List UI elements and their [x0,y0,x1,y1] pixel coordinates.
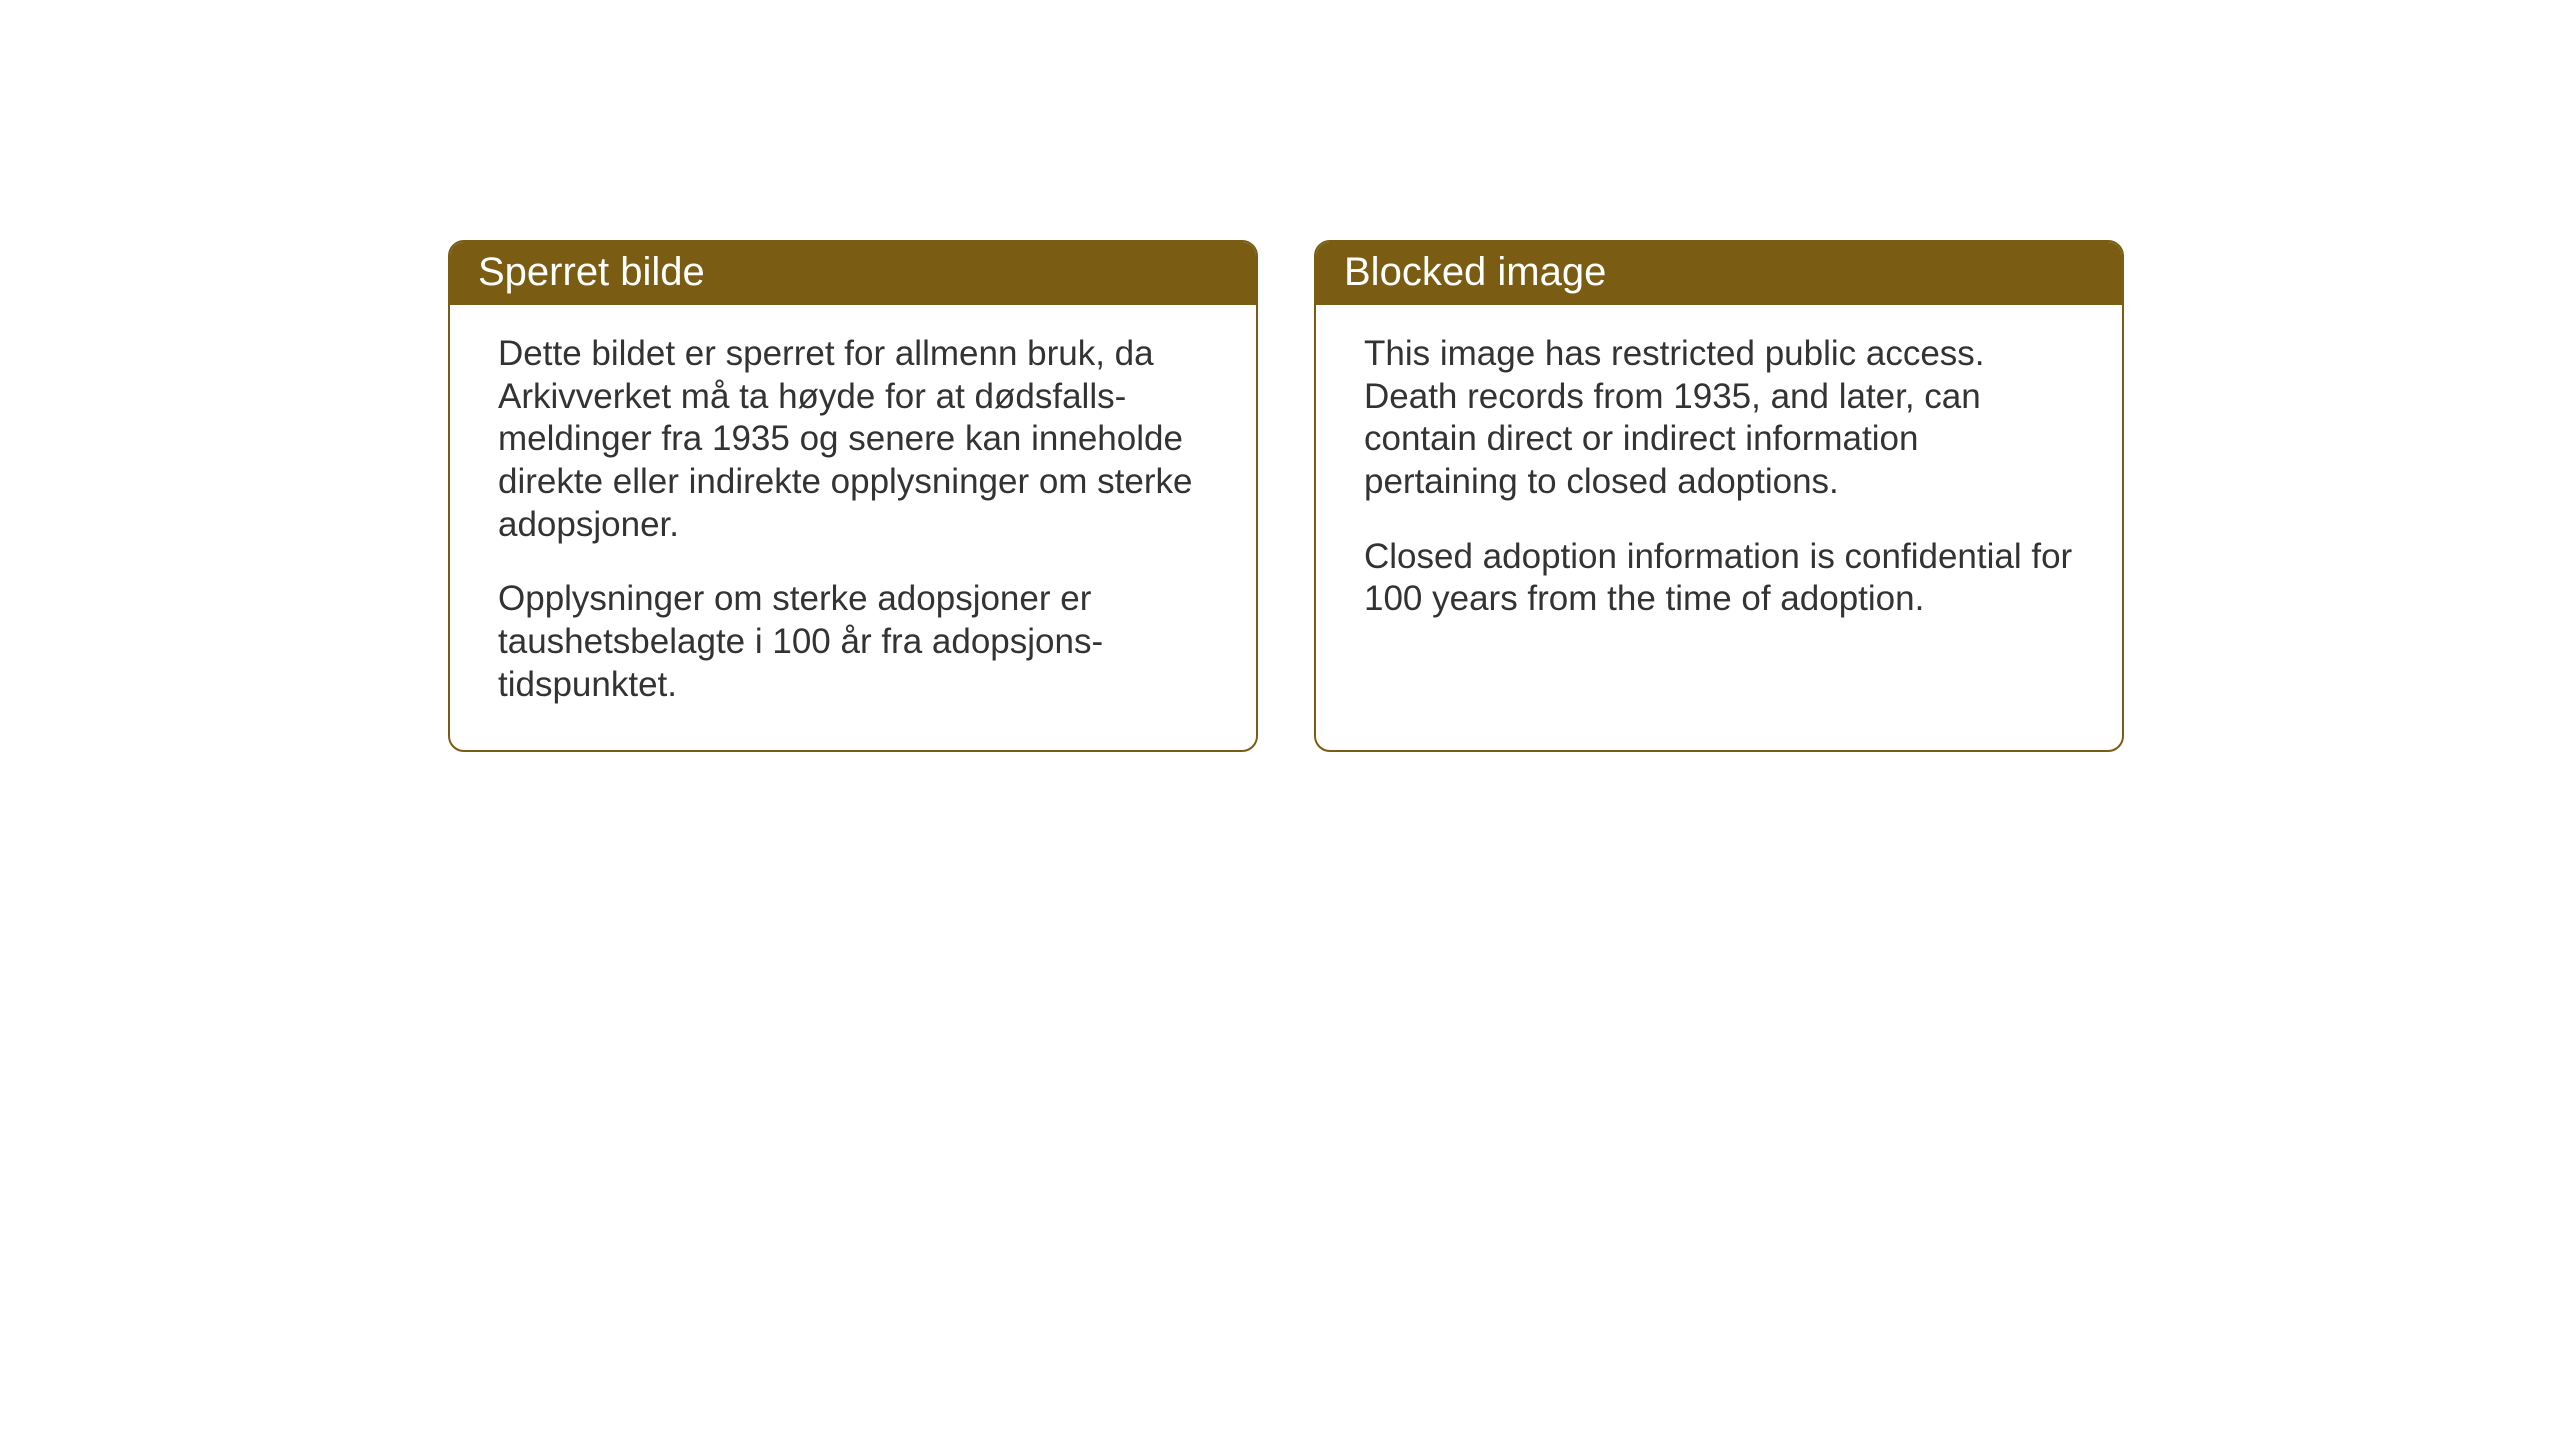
notice-body-english: This image has restricted public access.… [1316,305,2122,661]
notice-title-english: Blocked image [1344,250,1606,294]
notice-container: Sperret bilde Dette bildet er sperret fo… [448,240,2124,752]
notice-header-english: Blocked image [1316,242,2122,305]
notice-paragraph-2-norwegian: Opplysninger om sterke adopsjoner er tau… [498,578,1208,706]
notice-card-english: Blocked image This image has restricted … [1314,240,2124,752]
notice-header-norwegian: Sperret bilde [450,242,1256,305]
notice-paragraph-1-norwegian: Dette bildet er sperret for allmenn bruk… [498,333,1208,546]
notice-title-norwegian: Sperret bilde [478,250,705,294]
notice-body-norwegian: Dette bildet er sperret for allmenn bruk… [450,305,1256,747]
notice-paragraph-2-english: Closed adoption information is confident… [1364,536,2074,621]
notice-paragraph-1-english: This image has restricted public access.… [1364,333,2074,504]
notice-card-norwegian: Sperret bilde Dette bildet er sperret fo… [448,240,1258,752]
